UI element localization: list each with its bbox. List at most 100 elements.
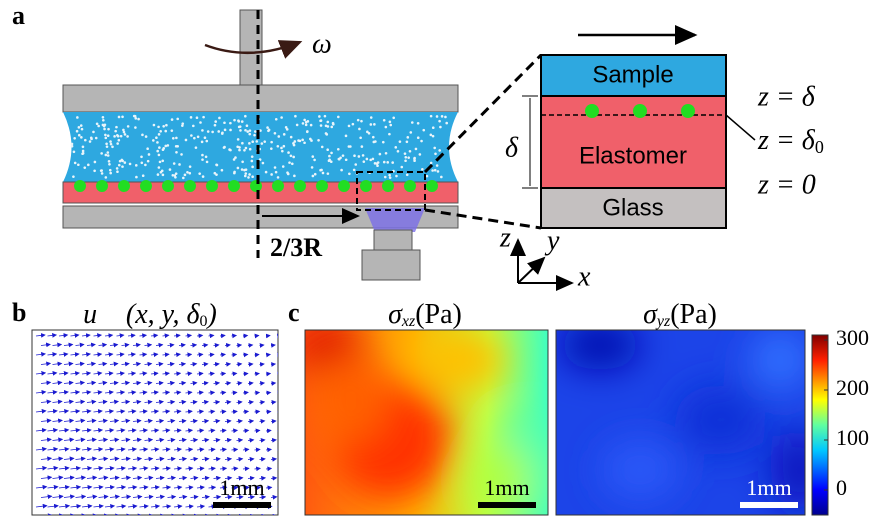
vector (167, 494, 177, 500)
vector (132, 475, 143, 481)
vector (121, 475, 132, 481)
particle (373, 162, 377, 165)
particle (362, 160, 366, 163)
particle (319, 119, 323, 122)
vector (219, 428, 227, 434)
particle (182, 176, 185, 180)
vector (242, 447, 250, 453)
particle (274, 170, 278, 174)
vector (93, 352, 103, 357)
vector (178, 342, 186, 348)
particle (288, 161, 291, 164)
vector (193, 513, 199, 515)
particle (358, 127, 361, 131)
vector (104, 371, 114, 376)
vector (185, 428, 194, 434)
vector (167, 475, 177, 481)
particle (421, 168, 424, 171)
vector (63, 494, 75, 500)
rotation-arrow (204, 40, 303, 59)
vector (247, 475, 255, 481)
vector (259, 418, 266, 424)
particle (394, 146, 398, 149)
vector (283, 440, 288, 441)
particle (439, 125, 442, 129)
vector (127, 333, 136, 339)
vector (144, 475, 154, 481)
vector (103, 513, 109, 515)
vector (35, 408, 47, 414)
vector (121, 361, 130, 367)
particle (273, 166, 277, 169)
vector (109, 494, 120, 500)
particle (122, 128, 125, 132)
vector (270, 400, 277, 405)
bead (74, 180, 86, 192)
vector (63, 437, 75, 443)
vector (238, 513, 244, 515)
vector (52, 361, 63, 367)
vector (155, 418, 165, 424)
particle (310, 166, 314, 169)
vector (98, 494, 109, 500)
vector (58, 503, 71, 509)
vector (86, 475, 98, 481)
particle (396, 150, 400, 153)
particle (73, 161, 77, 165)
particle (126, 125, 130, 128)
particle (104, 136, 108, 140)
particle (236, 166, 240, 170)
particle (365, 157, 369, 161)
vector (116, 504, 127, 509)
particle (83, 166, 87, 169)
vector (139, 428, 149, 433)
vector (35, 503, 48, 509)
vector (58, 371, 69, 376)
vector (86, 494, 98, 500)
vector (139, 485, 149, 490)
vector (132, 437, 142, 443)
particle (248, 132, 252, 136)
particle (201, 129, 204, 132)
vector (139, 390, 148, 395)
vector (167, 399, 176, 405)
particle (282, 144, 286, 148)
particle (282, 133, 286, 136)
vector (231, 409, 238, 415)
vector (224, 361, 232, 367)
vector (155, 399, 164, 405)
vector (47, 408, 58, 414)
colorbar-tick-label: 200 (836, 375, 869, 400)
vector (116, 371, 125, 376)
particle (413, 157, 416, 161)
particle (159, 170, 163, 174)
particle (270, 147, 273, 150)
particle (233, 118, 236, 122)
vector (116, 485, 127, 490)
particle (121, 165, 124, 168)
vector (127, 466, 138, 471)
vector (93, 371, 103, 376)
particle (93, 160, 97, 164)
particle (361, 154, 365, 157)
vector (35, 389, 47, 395)
vector (178, 437, 187, 443)
vector (231, 371, 238, 377)
vector (201, 342, 209, 348)
vector (63, 456, 75, 462)
vector (132, 494, 143, 500)
vector (47, 427, 59, 433)
particle (248, 147, 252, 151)
vector (242, 390, 249, 396)
vector (185, 485, 194, 490)
vector (162, 504, 172, 509)
particle (388, 173, 391, 177)
vector (162, 352, 170, 358)
scale-bar (478, 502, 536, 508)
vector (40, 437, 52, 443)
vector (63, 380, 74, 386)
bead (382, 180, 394, 192)
particle (228, 148, 231, 151)
vector (75, 342, 85, 348)
particle (266, 126, 269, 129)
